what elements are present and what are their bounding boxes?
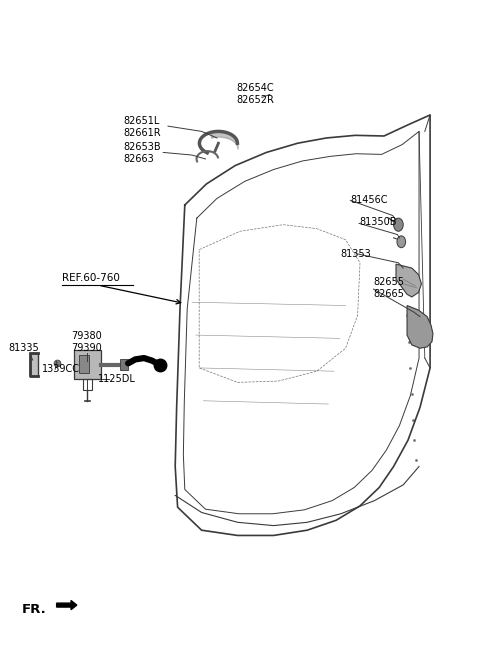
Text: 82655
82665: 82655 82665 [373,277,405,299]
Bar [120,359,128,370]
Bar [83,379,92,390]
Bar [74,350,101,379]
Text: 81350B: 81350B [359,217,396,227]
Text: 1125DL: 1125DL [98,374,136,384]
Text: 81335: 81335 [9,344,39,353]
Text: 1339CC: 1339CC [42,365,80,374]
Circle shape [397,236,406,248]
Bar [30,353,38,376]
Text: 81456C: 81456C [350,195,388,205]
Text: 79380
79390: 79380 79390 [71,332,102,353]
Polygon shape [396,264,421,297]
Text: 82654C
82652R: 82654C 82652R [236,83,274,105]
Text: REF.60-760: REF.60-760 [62,273,120,283]
Text: 82651L
82661R: 82651L 82661R [124,116,161,138]
Circle shape [394,218,403,231]
Bar [79,355,89,373]
Text: FR.: FR. [22,603,47,616]
Text: 82653B
82663: 82653B 82663 [124,143,161,164]
Polygon shape [407,306,433,348]
Text: 81353: 81353 [341,249,372,259]
Polygon shape [57,600,77,610]
